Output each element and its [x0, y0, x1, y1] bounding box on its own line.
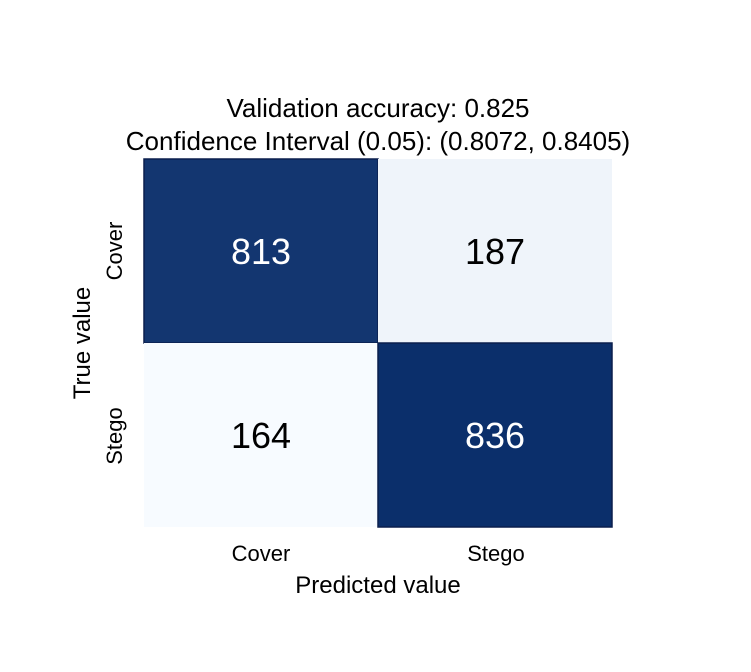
title-line-1: Validation accuracy: 0.825: [226, 93, 529, 123]
cell-value-stego-stego: 836: [465, 415, 525, 456]
cell-value-cover-stego: 187: [465, 231, 525, 272]
heatmap-cell-stego-cover: [144, 343, 378, 527]
heatmap-cell-cover-cover: [143, 158, 379, 344]
y-tick-label-stego: Stego: [102, 407, 127, 465]
x-tick-labels: Cover Stego: [232, 541, 525, 566]
y-axis-label: True value: [69, 287, 96, 400]
y-tick-label-cover: Cover: [102, 222, 127, 281]
cell-value-stego-cover: 164: [231, 415, 291, 456]
heatmap-cells: [143, 158, 613, 528]
title-line-2: Confidence Interval (0.05): (0.8072, 0.8…: [126, 126, 630, 156]
x-tick-label-cover: Cover: [232, 541, 291, 566]
y-tick-labels: Cover Stego: [102, 222, 127, 465]
cell-value-cover-cover: 813: [231, 231, 291, 272]
heatmap-cell-cover-stego: [378, 159, 612, 343]
chart-title: Validation accuracy: 0.825 Confidence In…: [126, 93, 630, 156]
x-tick-label-stego: Stego: [467, 541, 525, 566]
x-axis-label: Predicted value: [295, 572, 460, 599]
heatmap-cell-stego-stego: [377, 342, 613, 528]
heatmap-values: 813 187 164 836: [231, 231, 525, 456]
